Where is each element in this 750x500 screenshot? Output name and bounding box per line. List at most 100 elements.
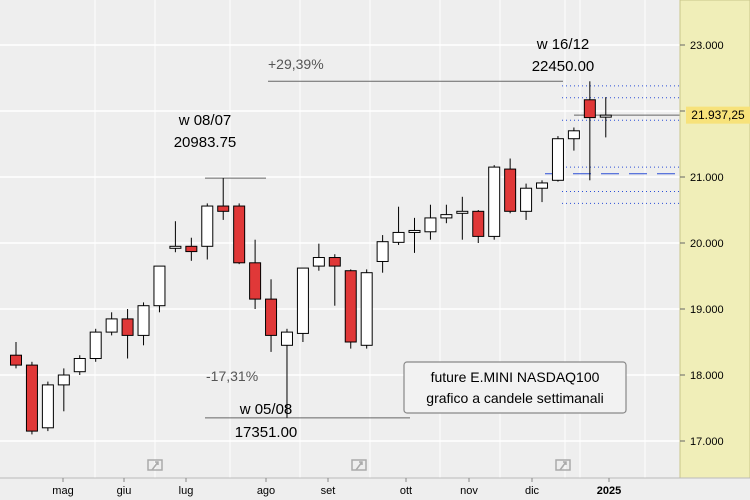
x-tick-label: nov [460, 485, 478, 497]
candle-up [408, 217, 421, 253]
candle-body [217, 205, 230, 212]
candle-up [153, 265, 166, 313]
candle-down [10, 342, 22, 369]
candle-up [57, 368, 70, 412]
candle-up [89, 328, 102, 362]
high-value-label: 22450.00 [532, 58, 595, 75]
low-value-label: 17351.00 [235, 424, 298, 441]
candle-body [583, 99, 596, 119]
candle-down [233, 203, 246, 265]
x-tick-label: dic [525, 485, 540, 497]
anchor-icon [555, 459, 571, 471]
candle-body [169, 245, 182, 249]
candle-up [41, 381, 54, 432]
candle-body [280, 331, 293, 346]
info-box-line-2: grafico a candele settimanali [426, 390, 603, 406]
x-tick-label: lug [179, 485, 194, 497]
support-resistance-lines [545, 85, 680, 204]
candle-body [121, 318, 134, 336]
candle-body [185, 245, 198, 253]
candle-body [328, 257, 341, 267]
candle-up [551, 136, 564, 182]
candle-body [520, 187, 533, 212]
candle-up [376, 235, 389, 273]
candle-body [440, 214, 453, 219]
anchor-icon [147, 459, 163, 471]
candle-body [488, 166, 501, 237]
last-price-label: 21.937,25 [691, 108, 745, 122]
time-axis-panel [0, 478, 750, 500]
anchor-icon [351, 459, 367, 471]
y-tick-label: 20.000 [690, 238, 724, 250]
candle-up [137, 302, 150, 346]
x-tick-label: set [321, 485, 336, 497]
x-tick-label: ago [257, 485, 275, 497]
candle-body [73, 358, 86, 373]
grid-lines [0, 0, 680, 478]
candle-body [296, 267, 309, 334]
candle-down [217, 178, 230, 220]
x-tick-label: mag [52, 485, 73, 497]
candle-body [41, 384, 54, 429]
candle-up [567, 127, 580, 151]
candle-down [185, 237, 198, 261]
candle-up [280, 328, 293, 418]
candle-body [424, 217, 437, 233]
candle-up [169, 221, 182, 253]
y-tick-label: 23.000 [690, 40, 724, 52]
x-axis-ticks: mag giu lug ago set ott nov dic 2025 [52, 478, 621, 497]
candle-body [456, 210, 469, 214]
candle-up [520, 183, 533, 220]
info-box-line-1: future E.MINI NASDAQ100 [431, 369, 600, 385]
candle-up [312, 243, 325, 271]
y-tick-label: 21.000 [690, 172, 724, 184]
candle-body [536, 182, 549, 189]
candle-body [551, 138, 564, 181]
candle-body [599, 114, 612, 118]
info-box-frame [403, 361, 627, 414]
high-week-label: w 16/12 [536, 36, 590, 53]
candle-down [583, 81, 596, 181]
candles [10, 81, 612, 435]
loss-percent-label: -17,31% [206, 368, 258, 384]
candle-up [536, 180, 549, 203]
candle-up [424, 204, 437, 240]
candle-body [10, 354, 22, 366]
candle-up [296, 267, 309, 342]
candle-down [121, 309, 134, 359]
x-tick-label: ott [400, 485, 412, 497]
candle-body [504, 168, 517, 212]
candle-up [201, 203, 214, 260]
y-tick-label: 19.000 [690, 304, 724, 316]
candle-up [105, 312, 118, 336]
candle-down [472, 210, 485, 243]
candle-up [440, 204, 453, 224]
candle-body [89, 331, 102, 360]
candle-body [265, 298, 278, 336]
candle-up [456, 196, 469, 240]
x-tick-label: giu [117, 485, 132, 497]
candle-body [408, 229, 421, 233]
candle-up [488, 165, 501, 240]
candle-up [73, 355, 86, 375]
candle-body [376, 241, 389, 262]
price-axis-panel [679, 0, 750, 479]
candle-body [201, 205, 214, 247]
candle-down [249, 239, 262, 309]
y-tick-label: 18.000 [690, 370, 724, 382]
candle-up [392, 206, 405, 245]
y-tick-label: 17.000 [690, 436, 724, 448]
candle-down [504, 158, 517, 214]
candle-body [233, 205, 246, 264]
candle-body [392, 231, 405, 243]
candle-body [57, 374, 70, 386]
mid-week-label: w 08/07 [178, 112, 232, 129]
candle-up [599, 97, 612, 138]
mid-value-label: 20983.75 [174, 134, 237, 151]
chart-anchor-icons [147, 459, 571, 471]
candle-body [567, 130, 580, 140]
last-price-box [686, 106, 750, 124]
info-box: future E.MINI NASDAQ100 grafico a candel… [403, 361, 627, 414]
candle-body [360, 272, 373, 346]
